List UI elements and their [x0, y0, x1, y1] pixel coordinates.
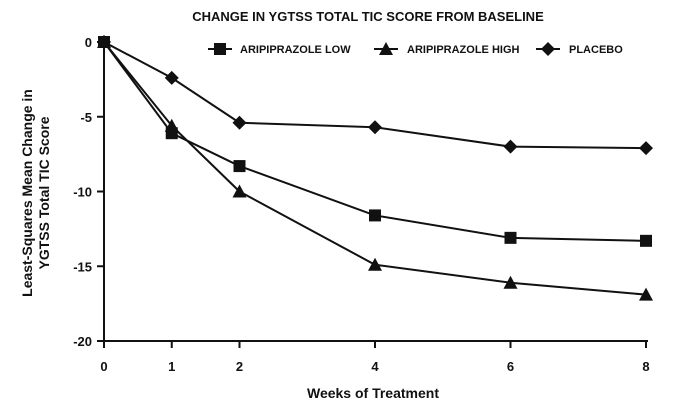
data-point-square: [640, 234, 652, 247]
data-point-diamond: [503, 139, 518, 154]
data-point-triangle: [503, 275, 518, 289]
data-point-diamond: [368, 120, 382, 135]
data-point-diamond: [232, 115, 247, 130]
y-axis-title: Least-Squares Mean Change in YGTSS Total…: [19, 89, 52, 297]
data-point-triangle: [164, 118, 179, 132]
legend-marker-triangle: [379, 42, 393, 55]
data-point-diamond: [97, 35, 111, 49]
series-lines: [103, 41, 647, 296]
data-point-triangle: [639, 287, 653, 301]
series-line-square: [103, 41, 647, 242]
chart-title: CHANGE IN YGTSS TOTAL TIC SCORE FROM BAS…: [192, 9, 544, 24]
y-tick-label: 0: [85, 35, 92, 50]
legend-marker-square: [214, 43, 226, 55]
y-tick-label: -20: [73, 334, 92, 349]
legend-label: PLACEBO: [569, 44, 623, 56]
series-line-diamond: [103, 41, 647, 150]
x-axis-title: Weeks of Treatment: [307, 385, 439, 401]
series-line-triangle: [103, 41, 647, 296]
y-axis-title-line2: YGTSS Total TIC Score: [36, 116, 52, 269]
y-axis-title-line1: Least-Squares Mean Change in: [19, 89, 35, 297]
x-tick-label: 0: [100, 359, 107, 374]
data-point-square: [233, 160, 246, 173]
x-tick-label: 2: [236, 359, 243, 374]
data-point-diamond: [164, 70, 179, 85]
legend-marker-diamond: [541, 42, 555, 56]
x-tick-label: 8: [642, 359, 649, 374]
legend-label: ARIPIPRAZOLE LOW: [240, 44, 351, 56]
x-tick-label: 4: [371, 359, 379, 374]
data-point-triangle: [232, 184, 247, 198]
data-point-diamond: [639, 141, 653, 156]
y-tick-label: -5: [80, 110, 92, 125]
legend-label: ARIPIPRAZOLE HIGH: [407, 44, 520, 56]
axis-ticks: 0 -5 -10 -15 -20 0 1 2 4 6 8: [73, 35, 649, 374]
data-point-square: [504, 231, 517, 244]
y-tick-label: -15: [73, 259, 92, 274]
data-point-triangle: [368, 257, 382, 271]
x-tick-label: 1: [168, 359, 175, 374]
series-markers: [97, 35, 653, 301]
data-point-square: [369, 209, 381, 222]
legend: ARIPIPRAZOLE LOW ARIPIPRAZOLE HIGH PLACEBO: [208, 42, 623, 56]
x-tick-label: 6: [507, 359, 514, 374]
y-tick-label: -10: [73, 185, 92, 200]
